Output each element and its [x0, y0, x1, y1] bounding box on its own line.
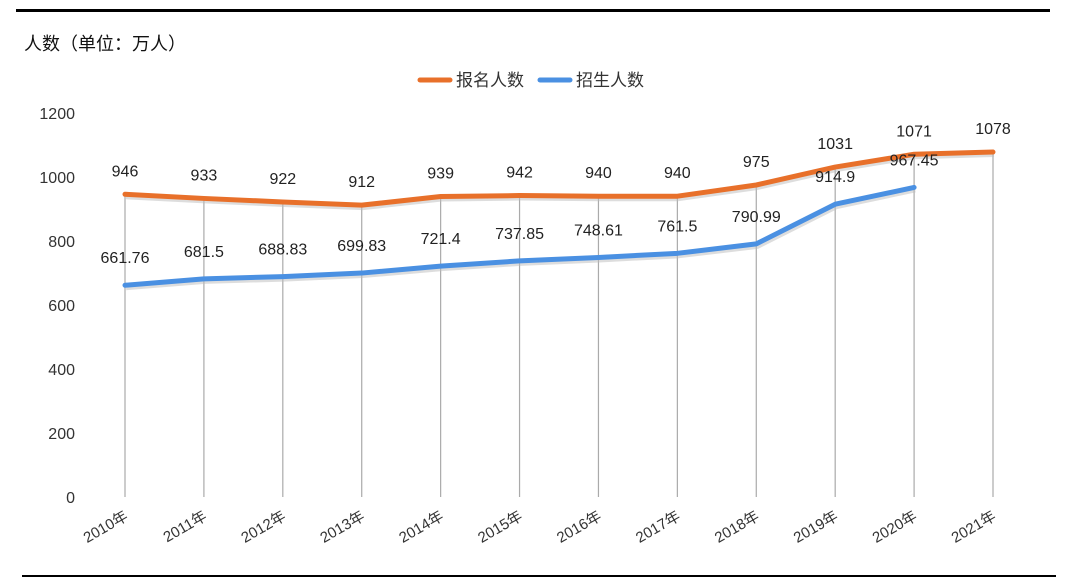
data-label: 1031 [817, 136, 853, 153]
y-tick-label: 800 [48, 234, 75, 251]
data-label: 721.4 [421, 231, 461, 248]
x-tick-label: 2013年 [317, 508, 367, 547]
x-tick-label: 2012年 [238, 508, 288, 547]
x-tick-label: 2018年 [712, 508, 762, 547]
x-tick-label: 2014年 [396, 508, 446, 547]
data-label: 939 [427, 166, 454, 183]
data-label: 790.99 [732, 209, 781, 226]
data-label: 975 [743, 154, 770, 171]
data-label: 699.83 [337, 238, 386, 255]
legend-label: 招生人数 [576, 71, 644, 91]
data-label: 914.9 [815, 169, 855, 186]
data-label: 967.45 [890, 152, 939, 169]
data-label: 912 [348, 174, 375, 191]
y-tick-label: 0 [66, 490, 75, 507]
data-label: 940 [585, 165, 612, 182]
y-tick-label: 1200 [39, 106, 75, 123]
x-tick-label: 2017年 [633, 508, 683, 547]
data-label: 946 [112, 163, 139, 180]
data-label: 661.76 [101, 250, 150, 267]
data-label: 681.5 [184, 244, 224, 261]
data-label: 922 [269, 171, 296, 188]
chart-title: 人数（单位：万人） [24, 34, 186, 55]
data-label: 748.61 [574, 222, 623, 239]
x-tick-label: 2021年 [949, 508, 999, 547]
x-tick-label: 2015年 [475, 508, 525, 547]
x-tick-label: 2020年 [870, 508, 920, 547]
series-line-enrolled [122, 184, 917, 288]
data-label: 933 [191, 167, 218, 184]
top-rule [16, 9, 1050, 12]
x-tick-label: 2016年 [554, 508, 604, 547]
x-tick-label: 2010年 [81, 508, 131, 547]
data-label: 1071 [896, 123, 932, 140]
y-tick-label: 600 [48, 298, 75, 315]
series-line-applicants [122, 149, 996, 208]
data-label: 940 [664, 165, 691, 182]
data-label: 942 [506, 165, 533, 182]
legend-label: 报名人数 [456, 71, 524, 91]
x-tick-label: 2019年 [791, 508, 841, 547]
data-label: 737.85 [495, 226, 544, 243]
data-label: 1078 [975, 121, 1011, 138]
y-tick-label: 1000 [39, 170, 75, 187]
y-tick-label: 400 [48, 362, 75, 379]
data-label: 761.5 [657, 218, 697, 235]
x-tick-label: 2011年 [160, 508, 209, 546]
bottom-rule [22, 575, 1056, 577]
data-label: 688.83 [258, 242, 307, 259]
y-tick-label: 200 [48, 426, 75, 443]
